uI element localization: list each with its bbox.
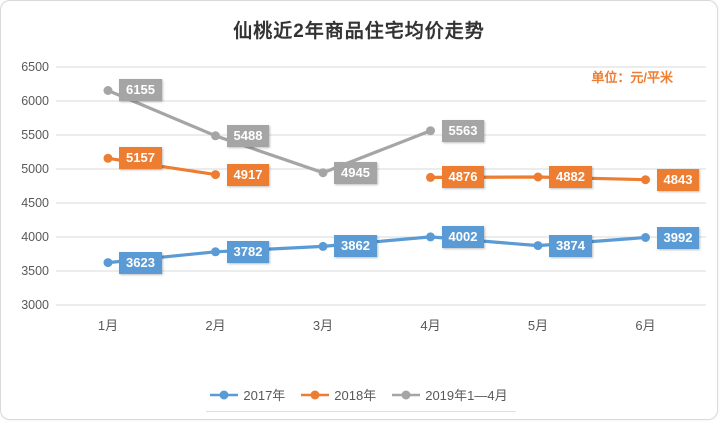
data-label: 4876 bbox=[441, 166, 485, 189]
data-point bbox=[426, 172, 435, 182]
legend-marker-icon bbox=[392, 390, 421, 399]
chart-title: 仙桃近2年商品住宅均价走势 bbox=[233, 21, 485, 42]
x-tick-label: 4月 bbox=[420, 318, 441, 333]
data-label: 3623 bbox=[119, 251, 162, 274]
y-tick-label: 6500 bbox=[21, 60, 49, 74]
legend-label: 2017年 bbox=[243, 388, 286, 403]
legend-item: 2018年 bbox=[301, 385, 376, 404]
series-line bbox=[106, 88, 433, 175]
data-label: 6155 bbox=[119, 79, 162, 102]
data-label: 5157 bbox=[119, 147, 162, 170]
data-point bbox=[426, 126, 435, 136]
y-tick-label: 5500 bbox=[21, 128, 49, 142]
data-point bbox=[641, 175, 650, 185]
y-tick-label: 4500 bbox=[21, 196, 49, 210]
data-label: 3874 bbox=[549, 234, 592, 257]
data-point bbox=[318, 241, 328, 251]
unit-label: 单位：元/平米 bbox=[591, 70, 673, 85]
data-point bbox=[211, 170, 220, 180]
data-label: 3992 bbox=[656, 226, 700, 249]
data-label: 4917 bbox=[226, 163, 270, 186]
data-point bbox=[426, 232, 435, 242]
x-tick-label: 2月 bbox=[205, 318, 226, 333]
data-point bbox=[641, 233, 650, 242]
data-point bbox=[103, 86, 113, 95]
y-tick-label: 5000 bbox=[21, 162, 49, 176]
legend-marker-icon bbox=[301, 390, 330, 399]
y-tick-label: 3500 bbox=[21, 264, 49, 278]
x-tick-label: 5月 bbox=[527, 318, 549, 333]
data-label: 5488 bbox=[226, 124, 270, 147]
data-point bbox=[533, 241, 543, 251]
x-tick-label: 3月 bbox=[312, 318, 334, 333]
y-tick-label: 4000 bbox=[21, 230, 49, 244]
data-label: 4945 bbox=[334, 161, 377, 184]
data-point bbox=[103, 153, 113, 163]
legend-marker-icon bbox=[210, 390, 239, 399]
data-label: 4882 bbox=[549, 166, 592, 189]
legend-item: 2019年1—4月 bbox=[392, 385, 508, 404]
data-point bbox=[211, 247, 220, 257]
legend: 2017年 2018年 2019年1—4月 bbox=[1, 385, 717, 404]
data-point bbox=[211, 131, 220, 141]
data-point bbox=[533, 172, 543, 182]
data-label: 3862 bbox=[334, 235, 377, 258]
data-label: 5563 bbox=[441, 119, 485, 142]
y-tick-label: 3000 bbox=[21, 298, 49, 312]
legend-label: 2018年 bbox=[334, 388, 377, 403]
legend-underline bbox=[206, 411, 516, 412]
data-label: 3782 bbox=[226, 240, 270, 263]
legend-label: 2019年1—4月 bbox=[425, 388, 508, 403]
legend-item: 2017年 bbox=[210, 385, 285, 404]
data-point bbox=[103, 258, 113, 268]
x-tick-label: 6月 bbox=[635, 318, 656, 333]
data-point bbox=[318, 168, 328, 178]
x-tick-label: 1月 bbox=[97, 318, 119, 333]
y-tick-label: 6000 bbox=[21, 94, 49, 108]
data-label: 4002 bbox=[441, 225, 485, 248]
data-label: 4843 bbox=[656, 168, 700, 191]
